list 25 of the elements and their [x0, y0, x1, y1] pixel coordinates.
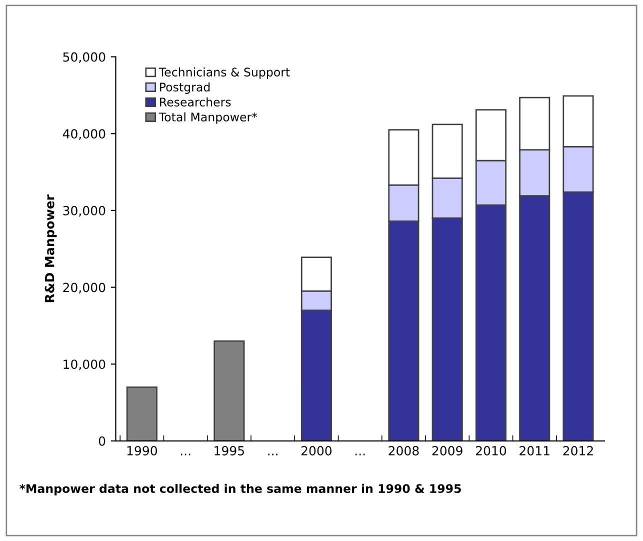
- x-tick-label: ...: [355, 454, 365, 456]
- x-tick-label: 2011: [520, 446, 550, 456]
- x-tick-label: 2008: [388, 446, 419, 456]
- y-tick-label: 40,000: [62, 129, 106, 140]
- legend-label: Researchers: [160, 97, 231, 107]
- x-tick-label: ...: [180, 454, 190, 456]
- x-tick-label: 2010: [476, 446, 506, 456]
- bar: [126, 386, 158, 441]
- x-tick-label: 2000: [301, 446, 332, 456]
- legend-label: Technicians & Support: [158, 67, 290, 79]
- y-axis-title: R&D Manpower: [44, 194, 57, 302]
- y-tick-label: 50,000: [63, 52, 106, 64]
- text: *Manpower data not collected in the same manner in 1990 & 1995: [20, 484, 461, 496]
- y-tick-label: 10,000: [64, 360, 106, 370]
- x-tick-label: 2009: [432, 446, 462, 456]
- x-tick-label: 2012: [563, 446, 593, 456]
- x-tick-label: 1990: [127, 446, 157, 456]
- y-tick-label: 20,000: [63, 282, 106, 294]
- x-tick-label: 1995: [214, 446, 244, 456]
- legend-label: Postgrad: [160, 82, 210, 94]
- y-tick-label: 30,000: [63, 206, 106, 217]
- x-tick-label: ...: [268, 454, 278, 456]
- legend-label: Total Manpower*: [158, 112, 258, 124]
- bar: [214, 340, 245, 441]
- y-tick-label: 0: [98, 436, 106, 446]
